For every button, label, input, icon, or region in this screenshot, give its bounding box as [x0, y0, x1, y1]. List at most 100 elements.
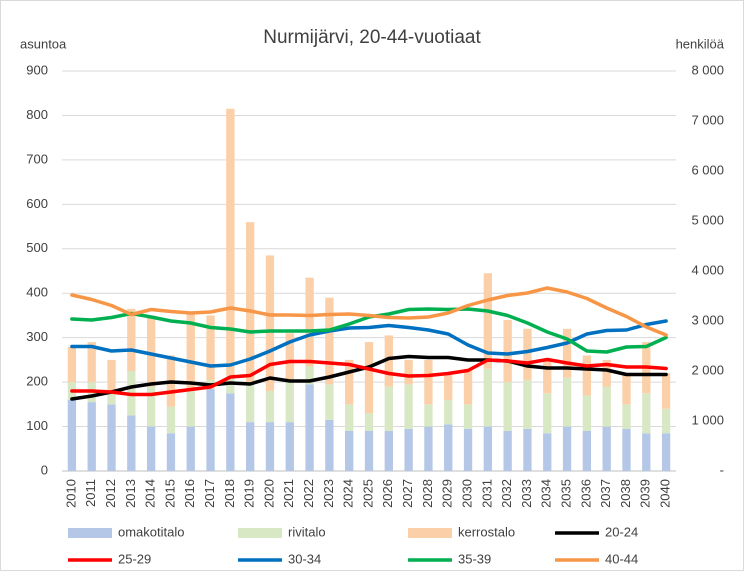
- y2-tick-label: 2 000: [691, 362, 724, 377]
- bar-segment: [305, 384, 314, 471]
- line-series: [70, 357, 668, 397]
- line-series: [70, 319, 668, 368]
- bar-segment: [444, 424, 453, 471]
- bar-segment: [404, 428, 413, 471]
- bar-segment: [404, 384, 413, 429]
- legend-label: 30-34: [288, 551, 321, 566]
- bar-segment: [246, 222, 255, 383]
- legend-label: omakotitalo: [118, 524, 184, 539]
- y2-tick-label: 7 000: [691, 112, 724, 127]
- bar-segment: [602, 426, 611, 471]
- bar-segment: [246, 422, 255, 471]
- x-tick-label: 2034: [539, 479, 554, 508]
- bar-segment: [463, 404, 473, 429]
- bar-segment: [523, 428, 532, 471]
- bar-segment: [67, 346, 77, 383]
- x-tick-label: 2037: [598, 479, 613, 508]
- y-tick-label: 100: [26, 418, 48, 433]
- bar-segment: [622, 428, 631, 471]
- y-tick-label: 0: [41, 462, 48, 477]
- line-series: [70, 286, 668, 337]
- bar-segment: [384, 386, 393, 431]
- bar-segment: [602, 359, 611, 387]
- x-tick-label: 2017: [202, 479, 217, 508]
- bar-segment: [384, 335, 393, 387]
- legend-swatch: [408, 528, 452, 538]
- bar-segment: [642, 433, 651, 471]
- bar-segment: [582, 395, 592, 431]
- y2-tick-label: 3 000: [691, 312, 724, 327]
- bar-segment: [364, 342, 374, 414]
- y2-tick-label: 6 000: [691, 162, 724, 177]
- x-tick-label: 2027: [400, 479, 415, 508]
- bar-segment: [166, 433, 176, 471]
- x-tick-label: 2019: [242, 479, 257, 508]
- x-tick-label: 2032: [499, 479, 514, 508]
- x-tick-label: 2018: [222, 479, 237, 508]
- x-tick-label: 2011: [83, 479, 98, 507]
- x-tick-label: 2030: [459, 479, 474, 508]
- y-tick-label: 800: [26, 107, 48, 122]
- bar-segment: [127, 308, 136, 371]
- bar-segment: [483, 273, 492, 369]
- bar-segment: [285, 333, 294, 383]
- bar-segment: [265, 255, 275, 391]
- x-tick-label: 2023: [321, 479, 336, 508]
- bar-segment: [285, 382, 294, 423]
- x-tick-label: 2040: [658, 479, 673, 508]
- y-tick-label: 600: [26, 196, 48, 211]
- legend-label: 20-24: [605, 524, 638, 539]
- bar-segment: [622, 373, 631, 405]
- bar-segment: [523, 379, 532, 429]
- bar-segment: [543, 433, 552, 471]
- bar-segment: [146, 426, 156, 471]
- bar-segment: [87, 342, 96, 383]
- legend-label: 35-39: [458, 551, 491, 566]
- bar-segment: [444, 373, 453, 400]
- bar-segment: [424, 404, 433, 427]
- bar-segment: [562, 377, 572, 427]
- bar-segment: [503, 382, 512, 431]
- bar-segment: [503, 431, 512, 471]
- bar-segment: [661, 373, 671, 409]
- x-tick-label: 2039: [638, 479, 653, 508]
- bar-segment: [107, 391, 116, 405]
- bar-segment: [562, 426, 572, 471]
- bar-segment: [523, 328, 532, 380]
- legend-label: 25-29: [118, 551, 151, 566]
- x-tick-label: 2028: [420, 479, 435, 508]
- chart-title: Nurmijärvi, 20-44-vuotiaat: [263, 27, 481, 48]
- x-tick-label: 2016: [182, 479, 197, 508]
- bar-segment: [364, 431, 374, 471]
- bar-segment: [107, 404, 116, 471]
- bar-segment: [661, 433, 671, 471]
- y2-tick-label: 5 000: [691, 212, 724, 227]
- bar-segment: [226, 108, 235, 376]
- x-tick-label: 2038: [618, 479, 633, 508]
- y-tick-label: 300: [26, 329, 48, 344]
- bar-segment: [503, 319, 512, 383]
- bar-segment: [582, 355, 592, 396]
- bar-segment: [364, 413, 374, 431]
- bar-segment: [562, 328, 572, 378]
- bar-segment: [424, 359, 433, 405]
- bar-segment: [661, 408, 671, 434]
- bar-segment: [127, 415, 136, 471]
- x-tick-label: 2025: [360, 479, 375, 508]
- bar-segment: [543, 359, 552, 394]
- bar-segment: [186, 426, 195, 471]
- legend-label: 40-44: [605, 551, 638, 566]
- bar-segment: [463, 428, 473, 471]
- bar-segment: [265, 391, 275, 423]
- x-tick-label: 2014: [143, 479, 158, 508]
- bar-segment: [305, 366, 314, 385]
- bar-segment: [345, 404, 354, 431]
- x-tick-label: 2020: [261, 479, 276, 508]
- bar-segment: [107, 359, 116, 391]
- bar-segment: [206, 315, 215, 380]
- bar-segment: [186, 313, 195, 391]
- bar-segment: [642, 393, 651, 434]
- bar-segment: [622, 404, 631, 429]
- legend-label: kerrostalo: [458, 524, 515, 539]
